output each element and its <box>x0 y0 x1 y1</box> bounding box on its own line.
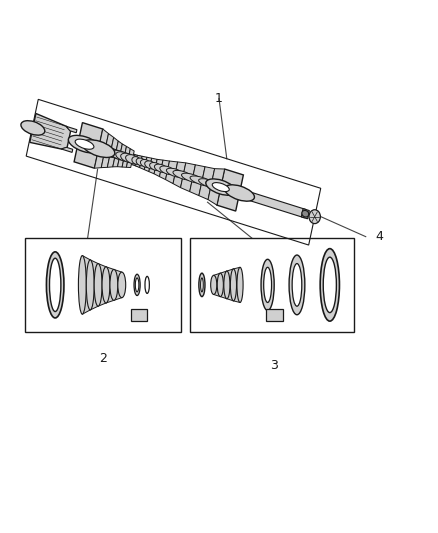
Ellipse shape <box>46 252 64 318</box>
Ellipse shape <box>110 269 118 301</box>
Ellipse shape <box>323 257 336 312</box>
Ellipse shape <box>199 273 205 296</box>
Ellipse shape <box>224 271 230 298</box>
Ellipse shape <box>217 273 223 296</box>
Polygon shape <box>180 163 195 192</box>
Polygon shape <box>227 269 233 301</box>
Polygon shape <box>217 169 244 211</box>
Polygon shape <box>107 138 118 167</box>
Ellipse shape <box>94 263 102 306</box>
Polygon shape <box>144 157 152 172</box>
Ellipse shape <box>116 152 133 161</box>
Ellipse shape <box>121 153 136 163</box>
Ellipse shape <box>82 140 115 157</box>
Ellipse shape <box>49 258 61 311</box>
Ellipse shape <box>68 135 101 153</box>
Ellipse shape <box>198 179 224 190</box>
Polygon shape <box>131 309 147 321</box>
Polygon shape <box>214 273 220 296</box>
Polygon shape <box>101 134 114 167</box>
Bar <box>190 238 354 332</box>
Polygon shape <box>98 263 106 306</box>
Ellipse shape <box>145 161 156 169</box>
Ellipse shape <box>75 139 94 149</box>
Polygon shape <box>301 208 309 219</box>
Ellipse shape <box>141 159 151 167</box>
Ellipse shape <box>126 155 139 164</box>
Polygon shape <box>82 255 90 314</box>
Ellipse shape <box>155 164 168 173</box>
Ellipse shape <box>98 147 123 158</box>
Polygon shape <box>149 158 157 174</box>
Text: 2: 2 <box>99 352 107 365</box>
Ellipse shape <box>211 275 217 294</box>
Ellipse shape <box>21 120 45 135</box>
Ellipse shape <box>110 150 129 160</box>
Ellipse shape <box>230 269 237 301</box>
Polygon shape <box>208 168 225 205</box>
Polygon shape <box>154 159 163 176</box>
Ellipse shape <box>102 266 110 303</box>
Polygon shape <box>114 269 122 301</box>
Ellipse shape <box>136 158 145 166</box>
Ellipse shape <box>289 255 305 314</box>
Ellipse shape <box>309 210 321 224</box>
Ellipse shape <box>166 168 184 177</box>
Polygon shape <box>117 144 127 167</box>
Polygon shape <box>159 160 170 180</box>
Ellipse shape <box>134 274 140 295</box>
Ellipse shape <box>132 157 141 164</box>
Bar <box>25 238 181 332</box>
Ellipse shape <box>160 166 175 175</box>
Polygon shape <box>127 149 134 167</box>
Polygon shape <box>106 266 114 303</box>
Ellipse shape <box>135 278 139 292</box>
Polygon shape <box>190 165 205 196</box>
Ellipse shape <box>78 255 86 314</box>
Polygon shape <box>95 129 109 168</box>
Polygon shape <box>173 162 186 188</box>
Polygon shape <box>266 309 283 321</box>
Ellipse shape <box>261 260 274 310</box>
Polygon shape <box>83 139 226 193</box>
Ellipse shape <box>190 176 214 187</box>
Ellipse shape <box>292 263 302 306</box>
Ellipse shape <box>181 173 204 183</box>
Ellipse shape <box>212 183 229 191</box>
Ellipse shape <box>206 181 236 193</box>
Polygon shape <box>233 267 240 303</box>
Polygon shape <box>90 260 98 310</box>
Text: 4: 4 <box>375 230 383 243</box>
Text: 1: 1 <box>215 92 223 105</box>
Polygon shape <box>135 155 142 167</box>
Ellipse shape <box>86 260 94 310</box>
Ellipse shape <box>82 142 115 155</box>
Ellipse shape <box>237 267 243 303</box>
Ellipse shape <box>150 163 162 171</box>
Ellipse shape <box>173 171 194 180</box>
Polygon shape <box>113 141 122 167</box>
Polygon shape <box>166 161 178 184</box>
Polygon shape <box>66 126 77 133</box>
Polygon shape <box>122 147 131 167</box>
Polygon shape <box>74 123 103 168</box>
Ellipse shape <box>118 272 126 297</box>
Ellipse shape <box>201 278 203 292</box>
Ellipse shape <box>320 248 339 321</box>
Polygon shape <box>239 189 306 218</box>
Ellipse shape <box>302 211 309 217</box>
Ellipse shape <box>105 149 126 159</box>
Polygon shape <box>30 114 71 149</box>
Polygon shape <box>199 167 215 199</box>
Ellipse shape <box>206 179 236 195</box>
Ellipse shape <box>91 144 119 157</box>
Text: 3: 3 <box>270 359 278 372</box>
Ellipse shape <box>225 185 254 201</box>
Polygon shape <box>220 271 227 298</box>
Polygon shape <box>61 147 73 152</box>
Ellipse shape <box>264 267 272 303</box>
Polygon shape <box>140 156 147 169</box>
